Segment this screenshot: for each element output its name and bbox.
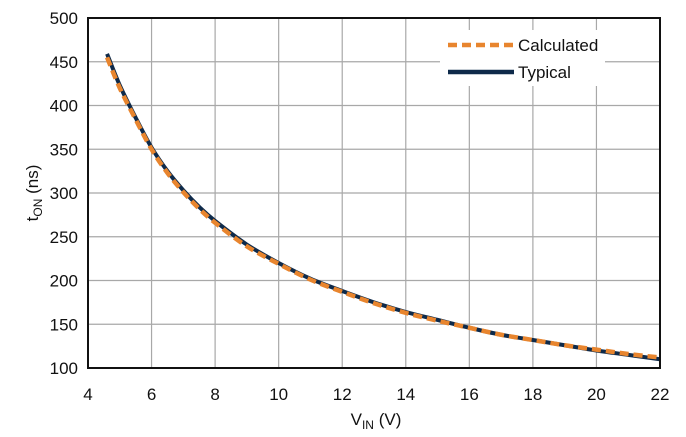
y-tick-label: 450 [50,53,78,72]
legend: Calculated Typical [440,30,605,86]
x-tick-label: 16 [460,385,479,404]
x-axis-title-main: V [351,410,363,429]
x-tick-label: 8 [210,385,219,404]
x-tick-label: 4 [83,385,92,404]
y-tick-label: 350 [50,140,78,159]
x-axis-title-unit: (V) [374,410,401,429]
x-tick-label: 14 [396,385,415,404]
y-tick-label: 100 [50,359,78,378]
x-tick-labels: 4 6 8 10 12 14 16 18 20 22 [83,385,669,404]
legend-label-calculated: Calculated [518,36,598,55]
x-axis-title-sub: IN [362,418,374,432]
legend-background [440,30,605,86]
series-layer [104,53,661,362]
y-tick-label: 300 [50,184,78,203]
x-tick-label: 20 [587,385,606,404]
x-tick-label: 12 [333,385,352,404]
y-tick-label: 150 [50,315,78,334]
y-tick-label: 500 [50,9,78,28]
y-tick-labels: 100 150 200 250 300 350 400 450 500 [50,9,78,378]
series-line-calculated [104,56,661,360]
series-line-typical [105,53,661,362]
y-tick-label: 200 [50,272,78,291]
y-axis-title: tON (ns) [23,165,45,222]
x-tick-label: 18 [523,385,542,404]
y-axis-title-sub: ON [31,199,45,217]
y-axis-title-unit: (ns) [23,165,42,199]
y-tick-label: 400 [50,97,78,116]
legend-label-typical: Typical [518,63,571,82]
x-tick-label: 22 [651,385,670,404]
x-tick-label: 10 [269,385,288,404]
plot-frame [87,17,661,369]
x-tick-label: 6 [147,385,156,404]
x-axis-title: VIN (V) [351,410,402,432]
y-tick-label: 250 [50,228,78,247]
y-axis-title-main: t [23,216,42,221]
